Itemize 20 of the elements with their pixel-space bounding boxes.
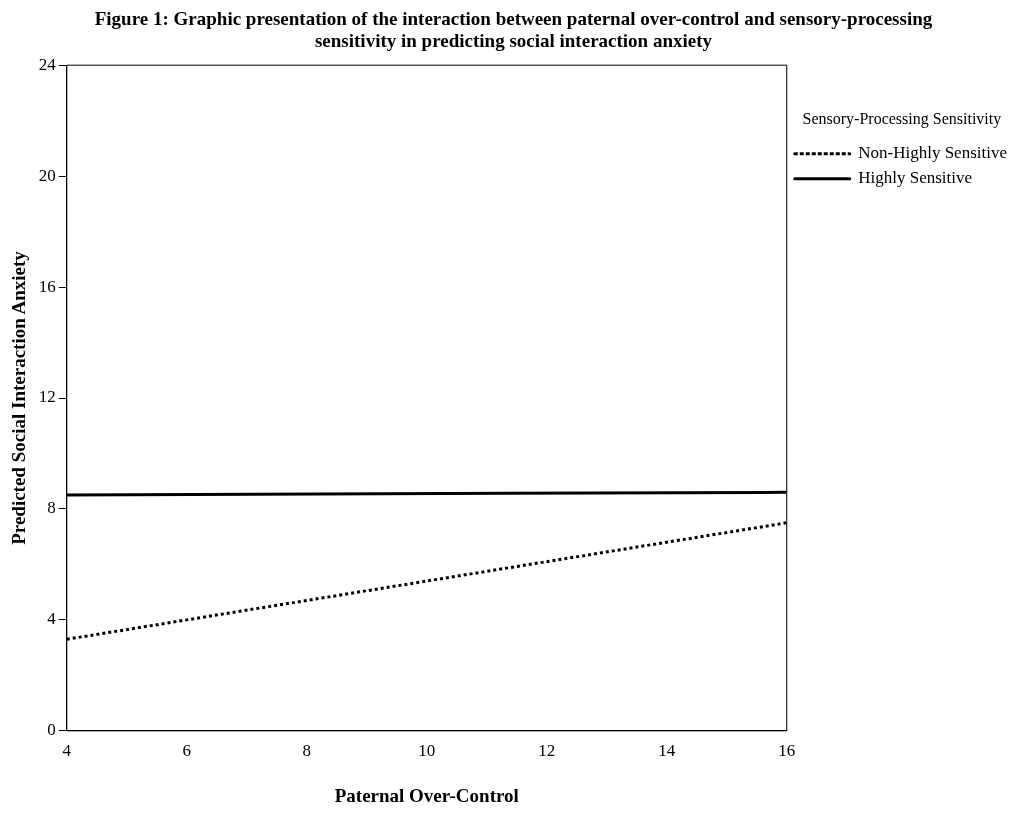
x-tick-label: 6 bbox=[182, 741, 192, 761]
legend-label: Highly Sensitive bbox=[858, 168, 973, 188]
x-axis-title: Paternal Over-Control bbox=[334, 784, 519, 806]
chart-title: Figure 1: Graphic presentation of the interaction between paternal over-control and sensory-processing sensitivity in predicting social interaction anxiety bbox=[93, 8, 934, 52]
x-tick-label: 4 bbox=[62, 741, 72, 761]
x-tick-label: 10 bbox=[418, 741, 436, 761]
y-tick-label: 8 bbox=[47, 498, 56, 518]
y-tick-label: 0 bbox=[47, 720, 56, 740]
y-axis-title: Predicted Social Interaction Anxiety bbox=[8, 250, 30, 545]
y-tick-label: 20 bbox=[38, 165, 56, 185]
y-tick-label: 24 bbox=[38, 54, 57, 74]
x-tick-label: 12 bbox=[538, 741, 556, 761]
legend-title: Sensory-Processing Sensitivity bbox=[802, 110, 1002, 129]
x-tick-label: 16 bbox=[778, 741, 796, 761]
y-tick-label: 16 bbox=[38, 276, 56, 296]
legend-label: Non-Highly Sensitive bbox=[858, 143, 1008, 163]
x-tick-label: 14 bbox=[658, 741, 676, 761]
y-tick-label: 4 bbox=[47, 609, 57, 629]
y-tick-label: 12 bbox=[38, 387, 56, 407]
x-tick-label: 8 bbox=[302, 741, 312, 761]
